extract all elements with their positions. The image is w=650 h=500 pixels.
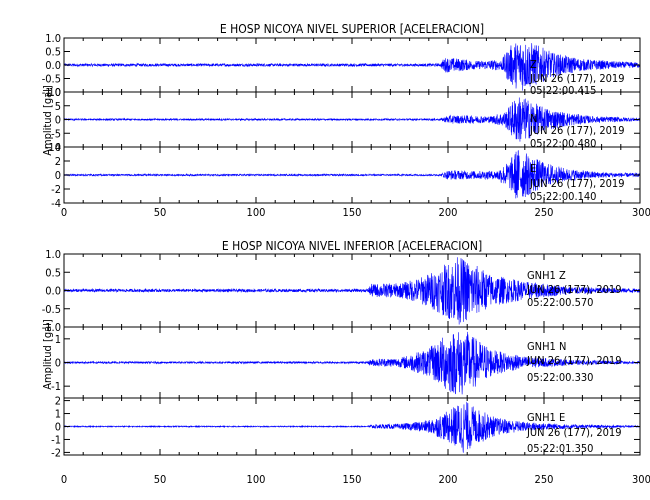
y-tick-label: 1.0 <box>45 248 61 261</box>
component-label: GNH1 Z <box>527 269 566 282</box>
panel-e: 210-1-2 GNH1 E JUN 26 (177), 2019 05:22:01.… <box>51 395 641 459</box>
trace-z <box>63 257 641 325</box>
x-tick-label: 200 <box>439 473 458 486</box>
chart-title: E HOSP NICOYA NIVEL SUPERIOR [ACELERACIO… <box>220 22 484 36</box>
x-tick-label: 0 <box>61 473 67 486</box>
trace-e <box>63 401 640 453</box>
y-tick-label: -2 <box>51 183 61 196</box>
y-tick-label: -1.0 <box>42 321 61 334</box>
y-tick-label: 10 <box>48 86 61 99</box>
y-tick-label: 0.0 <box>45 285 61 298</box>
component-label: GNH1 E <box>527 411 565 424</box>
y-tick-label: 5 <box>55 100 61 113</box>
y-tick-label: -2 <box>51 446 61 459</box>
time-label: 05:22:00.140 <box>530 190 596 203</box>
y-tick-label: 2 <box>55 155 61 168</box>
time-label: 05:22:00.415 <box>530 84 596 97</box>
date-label: JUN 26 (177), 2019 <box>526 354 622 367</box>
y-tick-label: -10 <box>45 141 61 154</box>
y-tick-label: 4 <box>55 141 61 154</box>
y-tick-label: -5 <box>51 127 61 140</box>
time-label: 05:22:00.570 <box>527 296 593 309</box>
time-label: 05:22:01.350 <box>527 442 593 455</box>
y-tick-label: -1 <box>51 380 61 393</box>
trace-z <box>63 43 641 91</box>
component-label: Z <box>530 58 537 71</box>
x-tick-label: 50 <box>154 473 167 486</box>
x-tick-label: 150 <box>343 206 362 219</box>
y-tick-label: 0 <box>55 169 61 182</box>
x-tick-label: 50 <box>154 206 167 219</box>
x-tick-label: 100 <box>247 473 266 486</box>
x-tick-label: 300 <box>632 473 650 486</box>
date-label: JUN 26 (177), 2019 <box>529 124 625 137</box>
y-tick-label: 1.0 <box>45 32 61 45</box>
x-tick-label: 300 <box>632 206 650 219</box>
time-label: 05:22:00.330 <box>527 371 593 384</box>
y-tick-label: 0.5 <box>45 46 61 59</box>
y-axis-label: Amplitud [gal] <box>41 319 54 390</box>
component-label: E <box>530 162 536 175</box>
y-tick-label: 0 <box>55 114 61 127</box>
trace-e <box>63 149 641 199</box>
chart-1: E HOSP NICOYA NIVEL SUPERIOR [ACELERACIO… <box>41 22 650 219</box>
y-tick-label: 1 <box>55 408 61 421</box>
y-tick-label: -0.5 <box>42 73 61 86</box>
y-tick-label: -4 <box>51 197 61 210</box>
x-tick-label: 250 <box>535 206 554 219</box>
x-tick-label: 200 <box>439 206 458 219</box>
chart-2: E HOSP NICOYA NIVEL INFERIOR [ACELERACIO… <box>41 239 650 486</box>
y-tick-label: 0.0 <box>45 59 61 72</box>
y-tick-label: -0.5 <box>42 303 61 316</box>
date-label: JUN 26 (177), 2019 <box>526 283 622 296</box>
x-tick-label: 250 <box>535 473 554 486</box>
chart-title: E HOSP NICOYA NIVEL INFERIOR [ACELERACIO… <box>222 239 482 253</box>
x-tick-label: 0 <box>61 206 67 219</box>
y-tick-label: 0 <box>55 421 61 434</box>
y-tick-label: -1 <box>51 433 61 446</box>
y-axis-label: Amplitud [gal] <box>41 85 54 156</box>
date-label: JUN 26 (177), 2019 <box>529 72 625 85</box>
component-label: N <box>530 112 537 125</box>
y-tick-label: 0 <box>55 357 61 370</box>
x-tick-label: 150 <box>343 473 362 486</box>
y-tick-label: 2 <box>55 395 61 408</box>
trace-n <box>63 331 641 395</box>
component-label: GNH1 N <box>527 340 566 353</box>
x-tick-label: 100 <box>247 206 266 219</box>
date-label: JUN 26 (177), 2019 <box>529 177 625 190</box>
y-tick-label: -1.0 <box>42 86 61 99</box>
y-tick-label: 0.5 <box>45 266 61 279</box>
y-tick-label: 1 <box>55 333 61 346</box>
date-label: JUN 26 (177), 2019 <box>526 426 622 439</box>
trace-n <box>63 97 641 142</box>
